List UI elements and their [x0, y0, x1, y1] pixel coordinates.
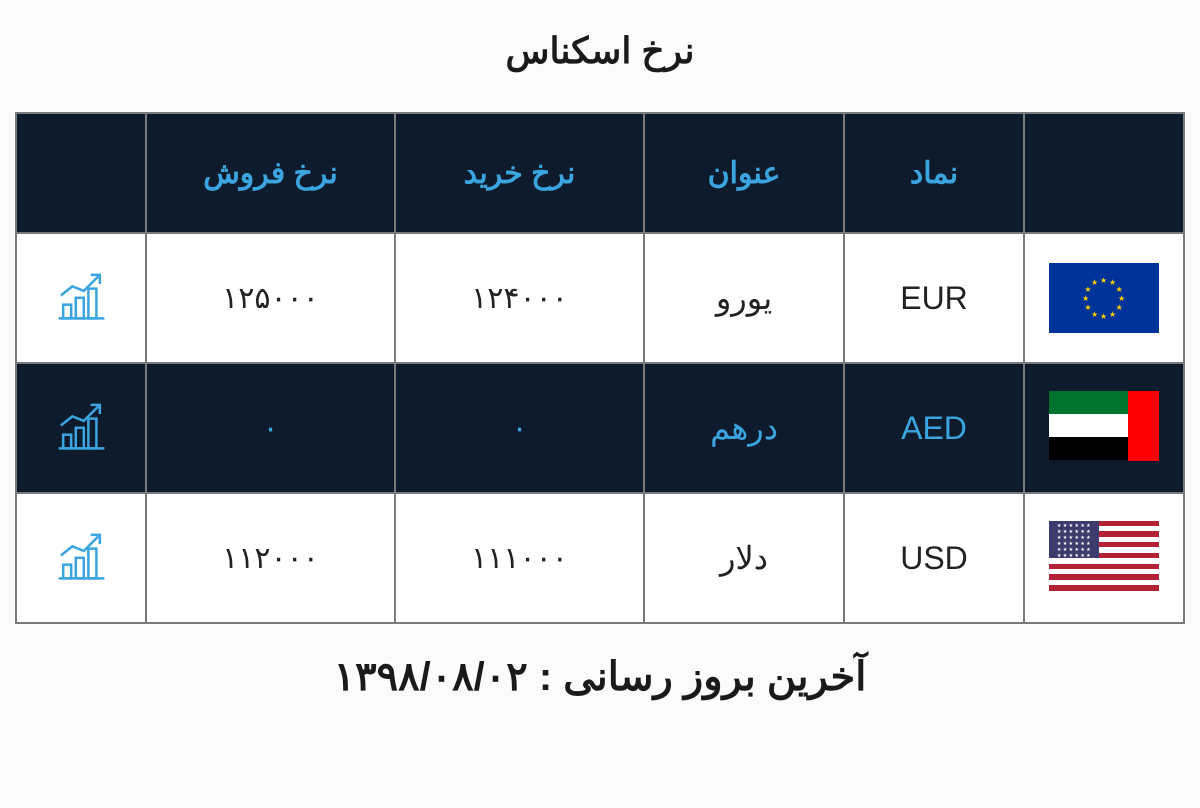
- cell-sell: ۱۲۵۰۰۰: [146, 233, 395, 363]
- trend-chart-icon[interactable]: [54, 310, 109, 327]
- header-title: عنوان: [644, 113, 844, 233]
- table-row: AED درهم ۰ ۰: [16, 363, 1184, 493]
- cell-buy: ۰: [395, 363, 644, 493]
- trend-chart-icon[interactable]: [54, 570, 109, 587]
- cell-buy: ۱۲۴۰۰۰: [395, 233, 644, 363]
- table-header-row: نماد عنوان نرخ خرید نرخ فروش: [16, 113, 1184, 233]
- cell-title: یورو: [644, 233, 844, 363]
- cell-symbol: USD: [844, 493, 1024, 623]
- flag-eu-icon: ★★★★★★★★★★★★: [1049, 263, 1159, 333]
- page-title: نرخ اسکناس: [15, 30, 1185, 72]
- cell-flag: [1024, 363, 1184, 493]
- rates-table: نماد عنوان نرخ خرید نرخ فروش ★★★★★★★★★★★…: [15, 112, 1185, 624]
- flag-usa-icon: ★ ★ ★ ★ ★ ★★ ★ ★ ★ ★ ★★ ★ ★ ★ ★ ★★ ★ ★ ★…: [1049, 521, 1159, 591]
- cell-chart: [16, 363, 146, 493]
- trend-chart-icon[interactable]: [54, 440, 109, 457]
- cell-flag: ★ ★ ★ ★ ★ ★★ ★ ★ ★ ★ ★★ ★ ★ ★ ★ ★★ ★ ★ ★…: [1024, 493, 1184, 623]
- cell-chart: [16, 493, 146, 623]
- header-flag: [1024, 113, 1184, 233]
- table-row: ★ ★ ★ ★ ★ ★★ ★ ★ ★ ★ ★★ ★ ★ ★ ★ ★★ ★ ★ ★…: [16, 493, 1184, 623]
- header-sell: نرخ فروش: [146, 113, 395, 233]
- flag-uae-icon: [1049, 391, 1159, 461]
- table-row: ★★★★★★★★★★★★ EUR یورو ۱۲۴۰۰۰ ۱۲۵۰۰۰: [16, 233, 1184, 363]
- last-update-value: ۱۳۹۸/۰۸/۰۲: [334, 655, 528, 699]
- last-update: آخرین بروز رسانی : ۱۳۹۸/۰۸/۰۲: [15, 654, 1185, 700]
- cell-symbol: AED: [844, 363, 1024, 493]
- cell-flag: ★★★★★★★★★★★★: [1024, 233, 1184, 363]
- last-update-label: آخرین بروز رسانی :: [539, 655, 866, 699]
- cell-sell: ۰: [146, 363, 395, 493]
- cell-sell: ۱۱۲۰۰۰: [146, 493, 395, 623]
- header-buy: نرخ خرید: [395, 113, 644, 233]
- cell-symbol: EUR: [844, 233, 1024, 363]
- cell-title: دلار: [644, 493, 844, 623]
- cell-chart: [16, 233, 146, 363]
- header-chart: [16, 113, 146, 233]
- rates-panel: نرخ اسکناس نماد عنوان نرخ خرید نرخ فروش …: [0, 0, 1200, 700]
- header-symbol: نماد: [844, 113, 1024, 233]
- cell-buy: ۱۱۱۰۰۰: [395, 493, 644, 623]
- cell-title: درهم: [644, 363, 844, 493]
